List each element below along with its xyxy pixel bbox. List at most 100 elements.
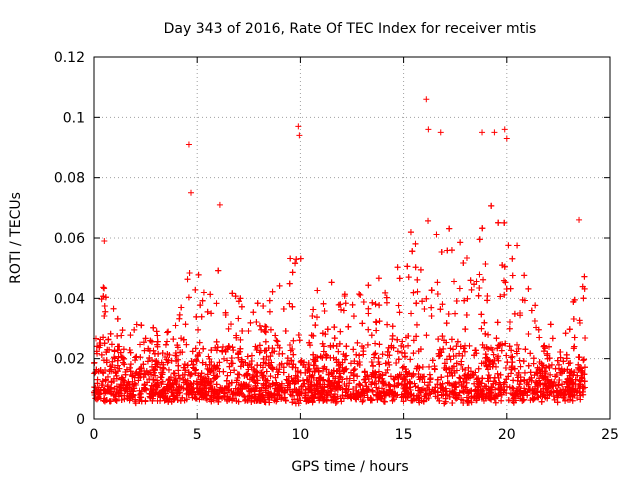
data-point <box>208 310 215 317</box>
data-point <box>214 344 221 351</box>
data-point <box>285 373 292 380</box>
data-point <box>293 256 300 263</box>
data-point <box>108 366 115 373</box>
data-point <box>517 363 524 370</box>
data-point <box>434 291 441 298</box>
data-point <box>150 324 157 331</box>
data-point <box>446 393 453 400</box>
data-point <box>231 367 238 374</box>
data-point <box>165 357 172 364</box>
data-point <box>494 319 501 326</box>
data-point <box>353 384 360 391</box>
data-point <box>230 347 237 354</box>
data-point <box>112 370 119 377</box>
data-point <box>359 320 366 327</box>
data-point <box>170 336 177 343</box>
data-point <box>364 341 371 348</box>
data-point <box>263 353 270 360</box>
data-point <box>335 348 342 355</box>
data-point <box>198 313 205 320</box>
data-point <box>580 295 587 302</box>
data-point <box>445 310 452 317</box>
data-point <box>229 290 236 297</box>
data-point <box>446 365 453 372</box>
data-point <box>220 355 227 362</box>
data-point <box>439 301 446 308</box>
data-point <box>196 349 203 356</box>
data-point <box>294 367 301 374</box>
data-point <box>176 311 183 318</box>
data-point <box>153 358 160 365</box>
data-point <box>140 339 147 346</box>
data-point <box>506 384 513 391</box>
data-point <box>256 349 263 356</box>
data-point <box>227 321 234 328</box>
data-point <box>389 332 396 339</box>
data-point <box>158 381 165 388</box>
data-point <box>333 343 340 350</box>
data-point <box>523 380 530 387</box>
data-point <box>428 287 435 294</box>
data-point <box>248 352 255 359</box>
data-point <box>244 397 251 404</box>
data-point <box>425 217 432 224</box>
data-point <box>419 364 426 371</box>
data-point <box>266 297 273 304</box>
data-point <box>365 326 372 333</box>
data-point <box>273 337 280 344</box>
data-point <box>554 357 561 364</box>
data-point <box>548 361 555 368</box>
data-point <box>178 335 185 342</box>
data-point <box>370 370 377 377</box>
data-point <box>400 363 407 370</box>
data-point <box>435 336 442 343</box>
data-point <box>454 338 461 345</box>
data-point <box>137 341 144 348</box>
data-point <box>262 338 269 345</box>
data-point <box>131 326 138 333</box>
data-point <box>368 359 375 366</box>
data-point <box>476 271 483 278</box>
data-point <box>582 335 589 342</box>
data-point <box>516 357 523 364</box>
data-point <box>269 288 276 295</box>
data-point <box>408 373 415 380</box>
data-point <box>102 308 109 315</box>
data-point <box>414 276 421 283</box>
data-point <box>310 306 317 313</box>
data-point <box>180 364 187 371</box>
data-point <box>338 306 345 313</box>
data-point <box>429 357 436 364</box>
data-point <box>532 302 539 309</box>
data-point <box>94 350 101 357</box>
data-point <box>165 366 172 373</box>
data-point <box>434 388 441 395</box>
data-point <box>515 383 522 390</box>
data-point <box>133 381 140 388</box>
data-point <box>375 368 382 375</box>
data-point <box>511 365 518 372</box>
data-point <box>581 384 588 391</box>
data-point <box>92 369 99 376</box>
data-point <box>159 350 166 357</box>
data-point <box>530 355 537 362</box>
data-point <box>409 248 416 255</box>
data-point <box>353 351 360 358</box>
data-point <box>219 343 226 350</box>
data-point <box>287 255 294 262</box>
data-point <box>386 361 393 368</box>
data-point <box>235 315 242 322</box>
data-point <box>238 303 245 310</box>
data-point <box>464 295 471 302</box>
data-point <box>127 332 134 339</box>
data-point <box>292 260 299 267</box>
data-point <box>576 317 583 324</box>
data-point <box>296 337 303 344</box>
data-points <box>91 96 589 407</box>
data-point <box>463 254 470 261</box>
data-point <box>237 336 244 343</box>
data-point <box>341 380 348 387</box>
data-point <box>372 340 379 347</box>
data-point <box>540 362 547 369</box>
data-point <box>434 279 441 286</box>
